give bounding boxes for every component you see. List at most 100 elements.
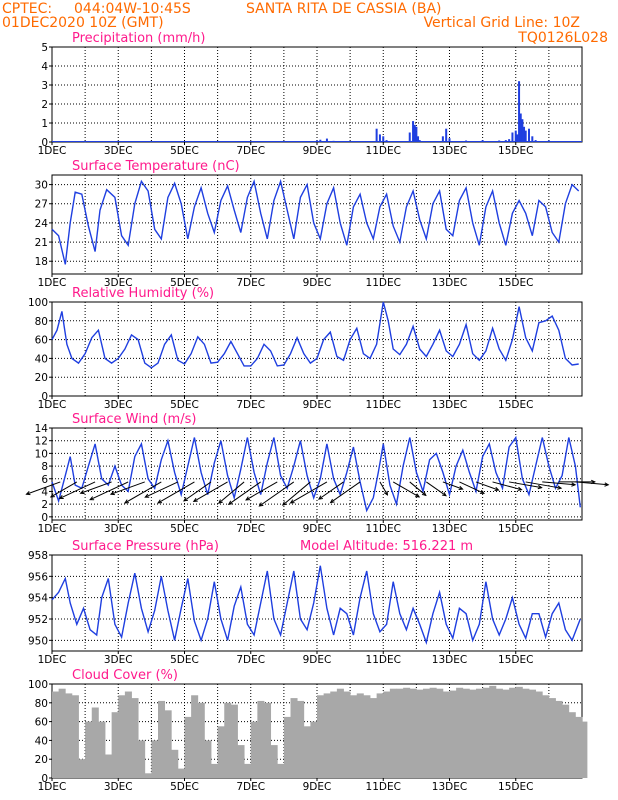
cloud-ytick-label: 100 — [28, 679, 48, 691]
wind-arrow-shaft — [330, 481, 361, 503]
cloud-bar — [330, 691, 338, 778]
precip-bar — [445, 128, 448, 142]
wind-arrow — [144, 481, 179, 498]
wind-arrow-head — [25, 491, 31, 496]
wind-arrow — [379, 481, 389, 496]
humidity-xtick-label: 7DEC — [236, 399, 265, 411]
model-code-label: TQ0126L028 — [517, 30, 608, 46]
cloud-bar — [403, 687, 411, 778]
wind-ytick-label: 10 — [35, 448, 48, 460]
wind-xtick-label: 7DEC — [236, 523, 265, 535]
wind-arrow — [509, 481, 543, 490]
cloud-bar — [529, 689, 537, 778]
wind-arrow-head — [494, 486, 500, 492]
temperature-xtick-label: 3DEC — [104, 277, 133, 289]
precip-bar — [519, 113, 522, 142]
cloud-bar — [482, 687, 490, 778]
wind-arrow — [183, 481, 212, 502]
cloud-bar — [363, 695, 371, 778]
precip-bar — [382, 136, 385, 142]
precip-bar — [448, 138, 451, 142]
cloud-bar — [217, 726, 225, 778]
temperature-ytick-label: 27 — [35, 199, 48, 211]
wind-arrow — [79, 481, 112, 495]
cloud-xtick-label: 13DEC — [432, 781, 467, 793]
wind-xtick-label: 9DEC — [303, 523, 332, 535]
wind-arrow-head — [109, 491, 115, 496]
humidity-ytick-label: 40 — [35, 353, 48, 365]
wind-arrow-shaft — [110, 481, 145, 495]
wind-arrow — [289, 481, 328, 504]
cloud-bar — [396, 688, 404, 778]
precipitation-frame — [51, 46, 583, 143]
cloud-bar — [356, 693, 364, 778]
humidity-xtick-label: 13DEC — [432, 399, 467, 411]
wind-arrow-head — [183, 497, 188, 502]
wind-arrow — [459, 481, 485, 494]
cloud-bar — [138, 740, 146, 778]
cloud-bar — [376, 693, 384, 778]
panel-humidity: 0 20 40 60 80 100 1DEC 3DEC 5DEC 7DEC 9DEC 11DEC 13D… — [28, 286, 583, 411]
cloud-ytick-label: 60 — [35, 717, 48, 729]
wind-arrow — [575, 481, 610, 487]
cloud-bar — [522, 688, 530, 778]
pressure-xtick-label: 11DEC — [366, 654, 401, 666]
wind-xtick-label: 3DEC — [104, 523, 133, 535]
humidity-xtick-label: 3DEC — [104, 399, 133, 411]
pressure-ytick-label: 956 — [28, 571, 48, 583]
wind-arrow — [123, 481, 162, 504]
cloud-bar — [535, 691, 543, 778]
wind-arrow-head — [157, 499, 163, 504]
wind-arrow-head — [537, 484, 543, 490]
cloud-bar — [476, 688, 484, 778]
wind-arrow-head — [479, 489, 485, 494]
wind-arrow-shaft — [228, 481, 261, 505]
temperature-xtick-label: 13DEC — [432, 277, 467, 289]
pressure-ytick-label: 952 — [28, 614, 48, 626]
wind-arrow-head — [217, 499, 223, 504]
cloud-bar — [575, 716, 583, 778]
cloud-xtick-label: 7DEC — [236, 781, 265, 793]
wind-arrow-head — [58, 494, 64, 499]
wind-arrow — [25, 481, 61, 496]
cloud-bar — [389, 688, 397, 778]
precipitation-xtick-label: 7DEC — [236, 145, 265, 157]
precipitation-xtick-label: 11DEC — [366, 145, 401, 157]
cloud-bar — [184, 716, 192, 778]
wind-arrow-shaft — [459, 481, 485, 494]
wind-xtick-label: 15DEC — [498, 523, 533, 535]
cloud-bar — [303, 726, 311, 778]
cloud-bar — [98, 721, 106, 778]
wind-arrow-head — [604, 482, 610, 487]
wind-ytick-label: 12 — [35, 436, 48, 448]
precip-bar — [508, 139, 511, 142]
header: CPTEC: 044:04W-10:45S SANTA RITA DE CASS… — [2, 1, 608, 46]
temperature-xtick-label: 15DEC — [498, 277, 533, 289]
precipitation-xtick-label: 5DEC — [170, 145, 199, 157]
humidity-xtick-label: 15DEC — [498, 399, 533, 411]
temperature-ytick-label: 18 — [35, 256, 48, 268]
cloud-bar — [177, 768, 185, 778]
cloud-bar — [118, 695, 126, 778]
humidity-xtick-label: 11DEC — [366, 399, 401, 411]
cloud-bar — [423, 688, 431, 778]
precip-bar — [531, 136, 534, 142]
cloud-bar — [456, 687, 464, 778]
wind-arrow-head — [557, 485, 563, 490]
precipitation-xtick-label: 15DEC — [498, 145, 533, 157]
wind-arrow-head — [258, 502, 264, 507]
wind-arrow — [89, 481, 129, 501]
wind-arrow-shaft — [426, 481, 447, 497]
cloud-xtick-label: 9DEC — [303, 781, 332, 793]
precipitation-ytick-label: 3 — [41, 80, 48, 92]
pressure-title: Surface Pressure (hPa) — [72, 539, 219, 554]
wind-arrow — [245, 481, 278, 501]
precipitation-xtick-label: 1DEC — [38, 145, 67, 157]
cloud-bar — [264, 702, 272, 778]
wind-arrow — [58, 481, 96, 499]
cloud-bar — [111, 712, 119, 778]
wind-ytick-label: 0 — [41, 512, 48, 524]
wind-arrow-shaft — [145, 481, 179, 498]
precip-bar — [528, 128, 530, 142]
panel-temperature: 18 21 24 27 30 1DEC 3DEC 5DEC 7DEC 9DEC 11DEC 13DEC… — [35, 159, 583, 289]
